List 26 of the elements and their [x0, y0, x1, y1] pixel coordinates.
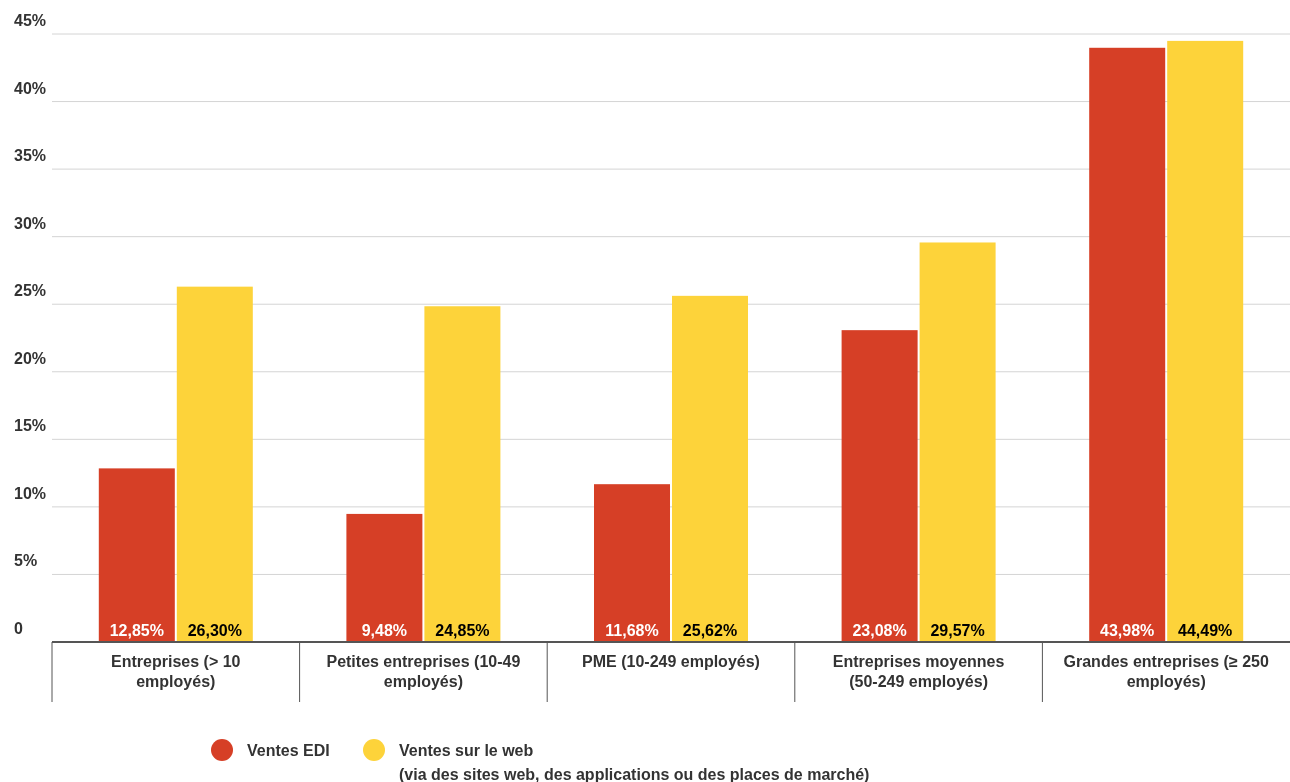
legend-label: Ventes EDI [247, 742, 330, 759]
x-tick-label: Entreprises (> 10 employés) [111, 653, 241, 690]
y-tick-label: 25% [14, 282, 47, 300]
data-label: 11,68% [605, 622, 659, 639]
y-tick-label: 0 [14, 620, 23, 637]
x-tick-label: Grandes entreprises (≥ 250 employés) [1063, 653, 1269, 690]
y-tick-label: 5% [14, 552, 38, 570]
data-label: 29,57% [930, 622, 985, 639]
y-tick-label: 35% [14, 147, 47, 165]
y-tick-label: 20% [14, 349, 47, 367]
data-label: 12,85% [109, 622, 164, 639]
y-tick-label: 30% [14, 214, 47, 232]
data-label: 25,62% [682, 622, 738, 639]
data-label: 43,98% [1100, 622, 1155, 639]
data-label: 9,48% [361, 622, 408, 639]
x-tick-label: Petites entreprises (10-49 employés) [326, 653, 521, 690]
data-label: 24,85% [435, 622, 490, 639]
x-tick-label: Entreprises moyennes (50-249 employés) [832, 653, 1005, 690]
y-tick-label: 15% [14, 417, 47, 435]
x-tick-label: PME (10-249 employés) [582, 653, 760, 670]
y-tick-label: 10% [14, 484, 47, 502]
data-label: 44,49% [1178, 622, 1233, 639]
y-tick-label: 45% [14, 12, 47, 29]
data-label: 26,30% [187, 622, 242, 639]
data-label: 23,08% [852, 622, 907, 639]
y-tick-label: 40% [14, 79, 47, 97]
